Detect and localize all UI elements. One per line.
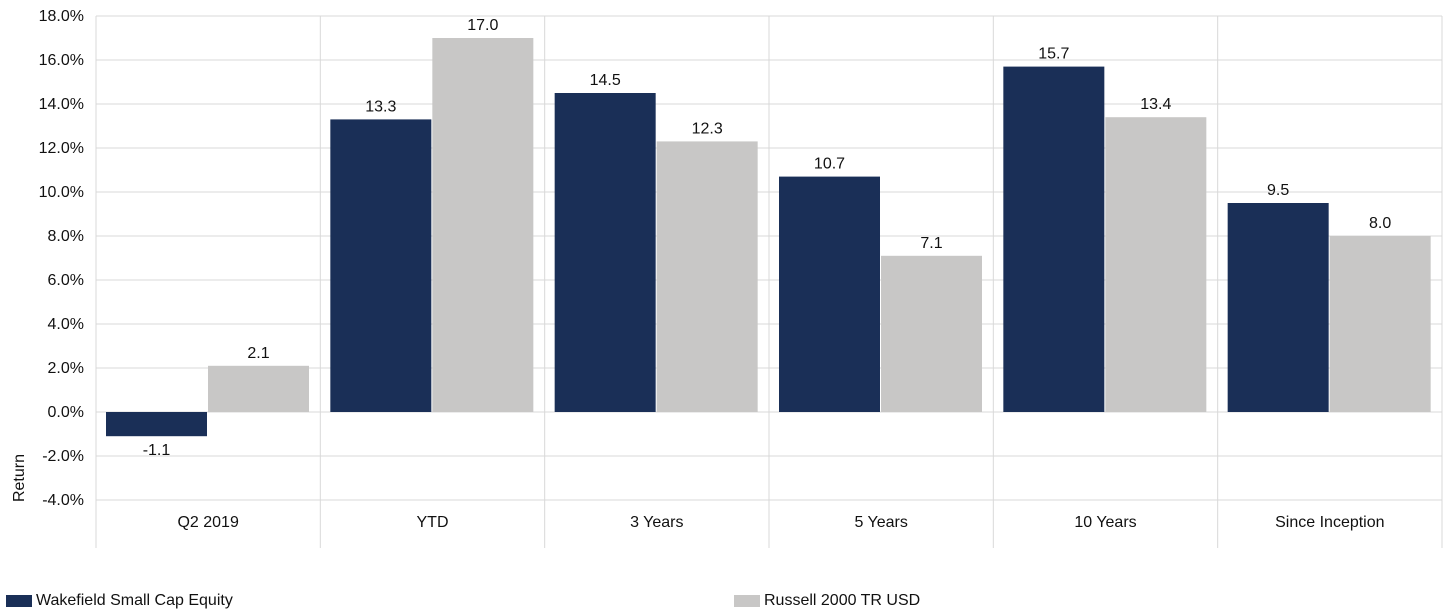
data-label-series-2: 8.0 (1369, 215, 1391, 232)
data-label-series-1: -1.1 (143, 442, 171, 459)
data-label-series-1: 10.7 (814, 156, 845, 173)
x-category-label: Since Inception (1275, 514, 1384, 531)
x-category-label: Q2 2019 (177, 514, 238, 531)
bar-series-1 (1003, 66, 1105, 412)
legend-label-series-2: Russell 2000 TR USD (764, 592, 921, 609)
bars (106, 38, 1431, 437)
y-tick-label: 2.0% (48, 360, 84, 377)
x-category-label: 3 Years (630, 514, 683, 531)
legend-item-series-1: Wakefield Small Cap Equity (6, 592, 233, 610)
x-axis-categories: Q2 2019 YTD 3 Years 5 Years 10 Years Since In… (177, 514, 1384, 531)
y-tick-label: 14.0% (39, 96, 84, 113)
bar-series-2 (432, 38, 534, 412)
data-label-series-2: 13.4 (1140, 96, 1171, 113)
data-labels: -1.1 2.1 13.3 17.0 14.5 12.3 10.7 7.1 15.7 13.4 9.… (143, 17, 1392, 459)
y-tick-label: -2.0% (42, 448, 84, 465)
bar-series-1 (106, 412, 207, 437)
y-tick-label: 4.0% (48, 316, 84, 333)
x-category-label: YTD (417, 514, 449, 531)
legend: Wakefield Small Cap Equity Russell 2000 … (0, 592, 1448, 612)
legend-item-series-2: Russell 2000 TR USD (734, 592, 920, 610)
legend-swatch-series-1 (6, 595, 32, 607)
y-tick-label: 0.0% (48, 404, 84, 421)
bar-chart: -4.0% -2.0% 0.0% 2.0% 4.0% 6.0% 8.0% 10.0% 12.0%… (11, 8, 1443, 548)
data-label-series-2: 12.3 (692, 120, 723, 137)
data-label-series-1: 13.3 (365, 98, 396, 115)
data-label-series-1: 14.5 (590, 72, 621, 89)
gridlines (95, 15, 1443, 548)
bar-series-2 (656, 141, 758, 412)
bar-series-2 (208, 365, 309, 412)
y-tick-label: 12.0% (39, 140, 84, 157)
y-tick-label: 6.0% (48, 272, 84, 289)
data-label-series-1: 9.5 (1267, 182, 1289, 199)
bar-series-1 (330, 119, 432, 413)
legend-label-series-1: Wakefield Small Cap Equity (36, 592, 233, 609)
y-axis-title: Return (11, 454, 28, 502)
bar-series-1 (1227, 203, 1329, 412)
bar-series-1 (779, 176, 880, 412)
data-label-series-2: 17.0 (467, 17, 498, 34)
bar-series-2 (1329, 236, 1431, 412)
y-tick-label: 10.0% (39, 184, 84, 201)
y-tick-label: -4.0% (42, 492, 84, 509)
data-label-series-2: 2.1 (247, 345, 269, 362)
data-label-series-1: 15.7 (1038, 46, 1069, 63)
y-tick-label: 18.0% (39, 8, 84, 25)
bar-series-2 (881, 255, 982, 412)
x-category-label: 10 Years (1074, 514, 1136, 531)
legend-swatch-series-2 (734, 595, 760, 607)
data-label-series-2: 7.1 (920, 235, 942, 252)
bar-series-1 (554, 93, 656, 412)
y-tick-label: 16.0% (39, 52, 84, 69)
y-axis-ticks: -4.0% -2.0% 0.0% 2.0% 4.0% 6.0% 8.0% 10.0% 12.0%… (39, 8, 84, 509)
bar-series-2 (1105, 117, 1207, 412)
x-category-label: 5 Years (854, 514, 907, 531)
y-tick-label: 8.0% (48, 228, 84, 245)
